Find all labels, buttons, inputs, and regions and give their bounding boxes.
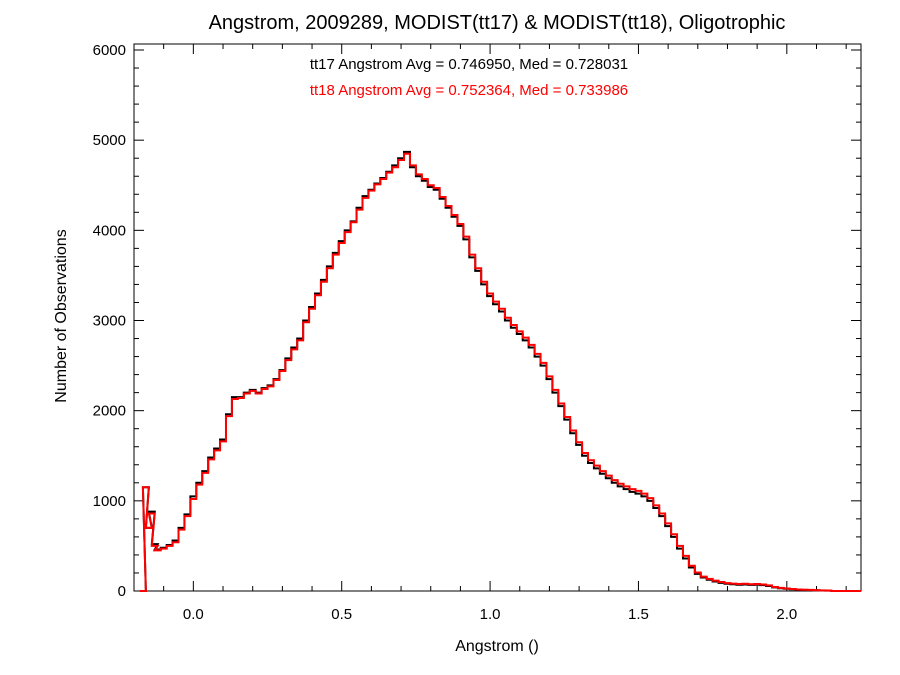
y-tick-label: 2000 — [93, 403, 126, 420]
x-tick-label: 0.5 — [331, 606, 352, 623]
y-tick-label: 1000 — [93, 493, 126, 510]
annotation-tt17: tt17 Angstrom Avg = 0.746950, Med = 0.72… — [310, 56, 628, 73]
histogram-series — [139, 150, 861, 592]
axis-tick-labels: 0.0 0.5 1.0 1.5 2.0 0 1000 2000 3000 4000 5000 6000 — [93, 42, 798, 623]
x-axis-label: Angstrom () — [455, 638, 539, 655]
series-tt17-histogram — [139, 150, 861, 592]
y-tick-label: 5000 — [93, 132, 126, 149]
y-tick-label: 3000 — [93, 313, 126, 330]
annotation-tt18: tt18 Angstrom Avg = 0.752364, Med = 0.73… — [310, 82, 628, 99]
series-tt18-histogram — [139, 152, 861, 592]
axis-ticks — [133, 44, 861, 592]
y-axis-label: Number of Observations — [53, 229, 70, 402]
y-tick-label: 0 — [118, 583, 126, 600]
x-tick-label: 1.0 — [480, 606, 501, 623]
x-tick-label: 0.0 — [183, 606, 204, 623]
x-tick-label: 2.0 — [776, 606, 797, 623]
chart-title: Angstrom, 2009289, MODIST(tt17) & MODIST… — [209, 12, 786, 34]
y-tick-label: 6000 — [93, 42, 126, 59]
plot-frame — [133, 43, 862, 592]
x-tick-label: 1.5 — [628, 606, 649, 623]
y-tick-label: 4000 — [93, 222, 126, 239]
